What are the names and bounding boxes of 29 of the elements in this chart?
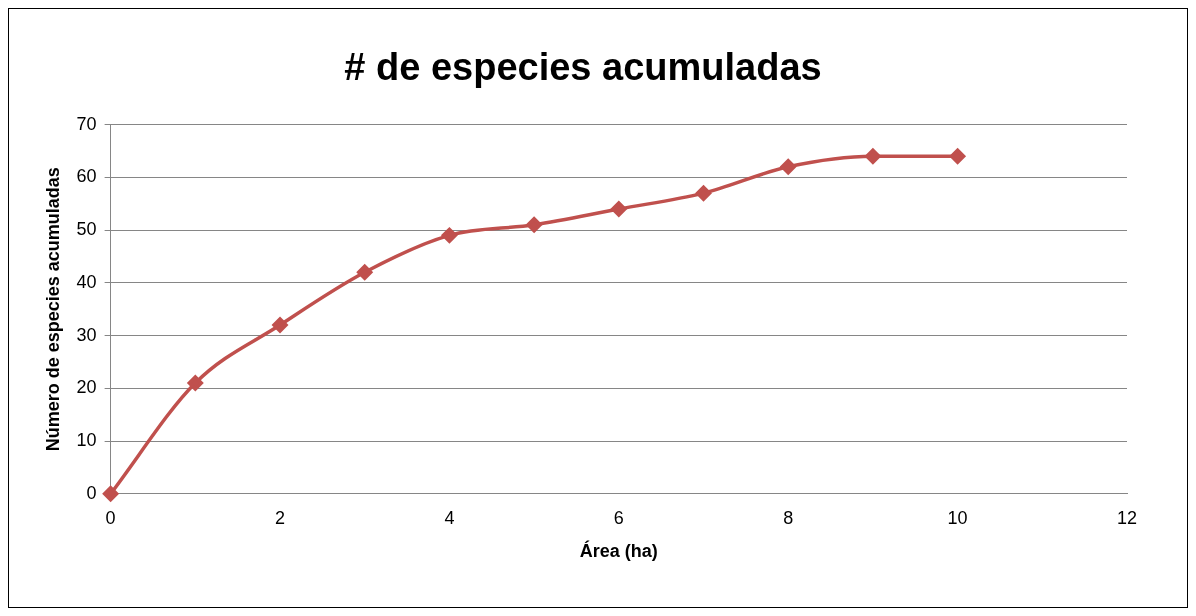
y-axis-title: Número de especies acumuladas — [42, 167, 63, 452]
point — [695, 185, 712, 201]
y-tick-label: 30 — [76, 324, 97, 345]
x-tick-label: 10 — [947, 507, 968, 528]
y-tick-label: 0 — [86, 482, 97, 503]
y-tick-label: 50 — [76, 219, 97, 240]
point — [949, 148, 966, 164]
y-tick-label: 10 — [76, 430, 97, 451]
x-tick-label: 4 — [444, 507, 455, 528]
y-tick-label: 70 — [76, 113, 97, 134]
y-tick-label: 20 — [76, 377, 97, 398]
point — [865, 148, 881, 164]
x-tick-label: 12 — [1116, 507, 1138, 528]
point — [102, 486, 119, 502]
x-tick-label: 2 — [275, 507, 286, 528]
point — [272, 317, 288, 333]
point — [441, 227, 458, 244]
chart-title: # de especies acumuladas — [344, 46, 822, 89]
x-tick-label: 8 — [783, 507, 794, 528]
point — [187, 375, 204, 391]
x-tick-label: 6 — [613, 507, 624, 528]
point — [356, 264, 373, 281]
x-axis-title: Área (ha) — [579, 540, 658, 562]
x-tick-label: 0 — [105, 507, 116, 528]
point — [780, 159, 796, 175]
y-tick-label: 60 — [76, 166, 97, 187]
point — [526, 217, 542, 233]
point — [611, 201, 627, 217]
y-tick-label: 40 — [76, 271, 97, 292]
